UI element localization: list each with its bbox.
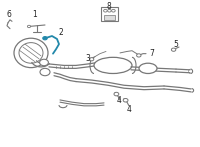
Circle shape bbox=[40, 59, 48, 66]
Circle shape bbox=[89, 58, 94, 61]
Circle shape bbox=[43, 37, 47, 40]
Text: 7: 7 bbox=[150, 49, 154, 58]
Circle shape bbox=[27, 25, 31, 28]
Circle shape bbox=[171, 48, 176, 51]
Circle shape bbox=[104, 9, 107, 12]
Circle shape bbox=[123, 98, 128, 102]
Text: 8: 8 bbox=[107, 2, 111, 11]
Text: 6: 6 bbox=[7, 10, 11, 19]
Text: 5: 5 bbox=[174, 40, 178, 49]
Circle shape bbox=[112, 9, 115, 12]
Text: 4: 4 bbox=[127, 105, 131, 114]
FancyBboxPatch shape bbox=[104, 15, 115, 20]
Text: 3: 3 bbox=[86, 54, 90, 63]
Circle shape bbox=[40, 68, 50, 76]
Circle shape bbox=[108, 9, 111, 12]
Text: 2: 2 bbox=[59, 28, 63, 37]
FancyBboxPatch shape bbox=[101, 7, 118, 21]
Ellipse shape bbox=[139, 63, 157, 74]
Text: 4: 4 bbox=[117, 96, 121, 105]
Ellipse shape bbox=[94, 57, 132, 74]
Circle shape bbox=[114, 92, 119, 96]
Text: 1: 1 bbox=[33, 10, 37, 19]
Circle shape bbox=[137, 54, 141, 57]
